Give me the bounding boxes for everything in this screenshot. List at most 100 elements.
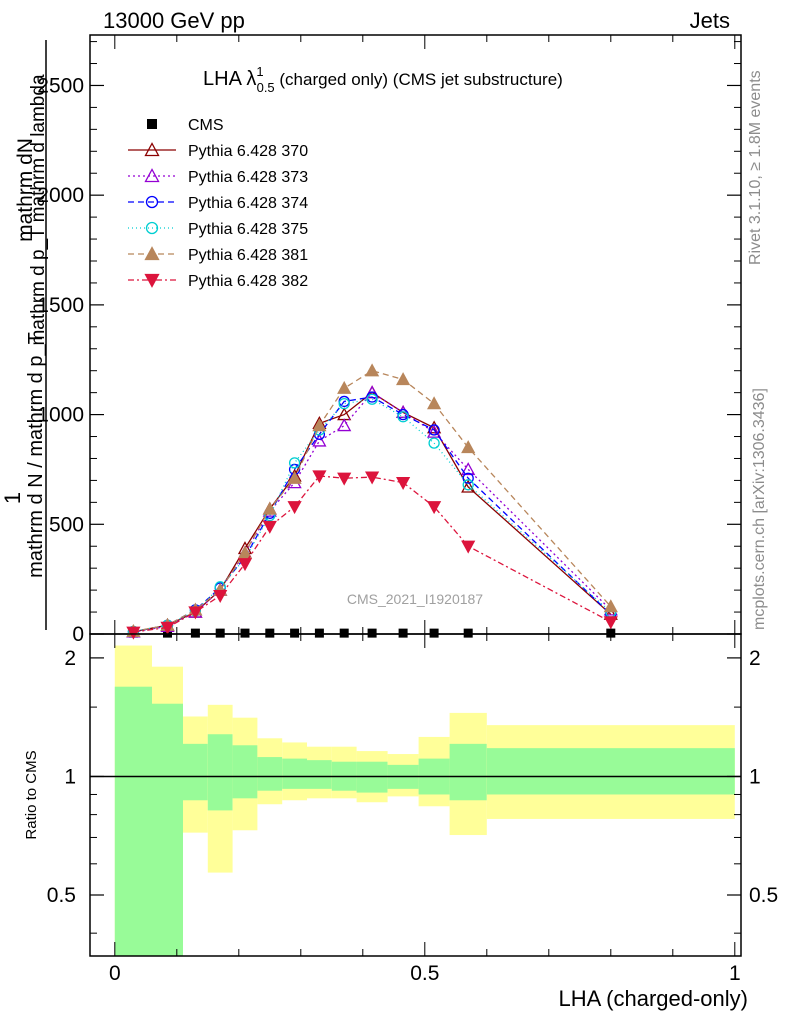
legend-marker-0: [147, 119, 157, 129]
ratio-inner-band-0: [114, 686, 152, 956]
mcplots-label: mcplots.cern.ch [arXiv:1306.3436]: [751, 388, 768, 630]
main-ytick-label: 2500: [37, 74, 84, 97]
series-line-6: [133, 475, 612, 633]
legend-marker-1: [144, 142, 160, 157]
series-point-0: [429, 628, 439, 638]
legend-label-6: Pythia 6.428 382: [188, 273, 308, 290]
series-point-5: [312, 418, 327, 432]
series-point-5: [396, 372, 411, 386]
legend-marker-5: [144, 246, 160, 261]
series-point-6: [427, 501, 442, 515]
ratio-inner-band-3: [207, 734, 233, 811]
series-point-0: [240, 628, 250, 638]
header-jets: Jets: [690, 8, 730, 33]
series-point-4: [462, 479, 474, 491]
main-ytick-label: 1500: [37, 294, 84, 317]
series-point-5: [287, 470, 302, 484]
series-point-0: [606, 628, 616, 638]
series-point-6: [160, 621, 175, 635]
title-main: LHA λ: [203, 68, 256, 90]
series-point-6: [262, 520, 277, 534]
title-sub: 0.5: [257, 80, 275, 95]
ratio-inner-band-5: [257, 757, 283, 791]
series-point-0: [463, 628, 473, 638]
ratio-ytick-label: 1: [64, 765, 76, 788]
legend-marker-6: [144, 273, 160, 288]
series-point-5: [262, 501, 277, 515]
main-ytick-label: 0: [72, 623, 84, 646]
ratio-ytick-label-right: 0.5: [749, 884, 778, 907]
series-point-5: [365, 363, 380, 377]
series-point-2: [396, 405, 411, 419]
main-ylabel: 1 mathrm dN mathrm d p_T mathrm d lambda…: [0, 40, 49, 630]
main-title: LHA λ1 0.5 (charged only) (CMS jet substr…: [203, 64, 563, 95]
series-point-6: [126, 626, 141, 640]
ratio-axes: 0 0.5 1 0.5 0.5 1 1 2 2: [47, 633, 778, 985]
ylabel-numerator: mathrm dN: [14, 138, 37, 242]
series-6: [126, 470, 618, 640]
ratio-inner-band-12: [449, 743, 487, 801]
ratio-bands: [90, 645, 741, 956]
series-point-6: [603, 616, 618, 630]
series-point-3: [428, 424, 440, 436]
legend-label-5: Pythia 6.428 381: [188, 247, 308, 264]
series-point-0: [367, 628, 377, 638]
series-point-0: [314, 628, 324, 638]
rivet-label: Rivet 3.1.10, ≥ 1.8M events: [747, 70, 764, 265]
series-point-6: [461, 540, 476, 554]
series-point-2: [427, 424, 442, 438]
series-point-6: [188, 606, 203, 620]
ratio-xtick-label: 1: [729, 962, 741, 985]
series-0: [128, 628, 616, 638]
ratio-inner-band-1: [152, 703, 183, 956]
series-point-5: [337, 380, 352, 394]
series-point-0: [190, 628, 200, 638]
ratio-inner-band-7: [307, 760, 332, 789]
legend-label-1: Pythia 6.428 370: [188, 143, 308, 160]
main-ytick-label: 500: [49, 513, 84, 536]
series-point-4: [366, 393, 378, 405]
header-energy: 13000 GeV pp: [103, 8, 245, 33]
legend-marker-4: [145, 221, 159, 235]
series-point-6: [287, 501, 302, 515]
series-point-2: [337, 418, 352, 432]
series-point-5: [427, 396, 442, 410]
series-point-4: [397, 411, 409, 423]
main-axes: 0 500 1000 1500 2000 2500: [37, 34, 742, 646]
main-series: [126, 363, 618, 640]
legend: CMS Pythia 6.428 370 Pythia 6.428 373 Pythi…: [128, 117, 308, 290]
ratio-xtick-label: 0: [109, 962, 121, 985]
legend-label-2: Pythia 6.428 373: [188, 169, 308, 186]
series-point-4: [288, 457, 301, 469]
series-point-0: [339, 628, 349, 638]
legend-marker-2: [144, 168, 160, 183]
main-ytick-label: 2000: [37, 184, 84, 207]
main-ytick-label: 1000: [37, 404, 84, 427]
ylabel-denominator: mathrm d N / mathrm d p_T: [25, 332, 47, 578]
series-point-5: [237, 545, 253, 559]
series-point-5: [603, 599, 618, 613]
ratio-inner-band-2: [183, 743, 208, 801]
main-panel: 0 500 1000 1500 2000 2500 LHA λ1 0.5 (charged …: [0, 34, 742, 646]
ratio-ylabel: Ratio to CMS: [23, 750, 40, 839]
ratio-xtick-label: 0.5: [410, 962, 439, 985]
series-point-4: [338, 397, 350, 410]
ratio-inner-band-4: [232, 745, 258, 799]
title-sup: 1: [256, 64, 263, 79]
ylabel-one: 1: [0, 492, 25, 504]
series-point-0: [290, 628, 300, 638]
series-point-0: [215, 628, 225, 638]
ratio-inner-band-13: [486, 748, 735, 795]
series-point-1: [461, 479, 476, 493]
series-point-3: [462, 472, 474, 484]
ratio-ytick-label-right: 1: [749, 765, 761, 788]
series-point-6: [396, 476, 411, 490]
series-point-6: [213, 589, 228, 603]
legend-label-3: Pythia 6.428 374: [188, 195, 308, 212]
analysis-watermark: CMS_2021_I1920187: [347, 591, 483, 607]
legend-marker-3: [145, 195, 159, 209]
ratio-ytick-label: 2: [64, 647, 76, 670]
series-point-6: [337, 472, 352, 486]
ratio-ytick-label-right: 2: [749, 647, 761, 670]
